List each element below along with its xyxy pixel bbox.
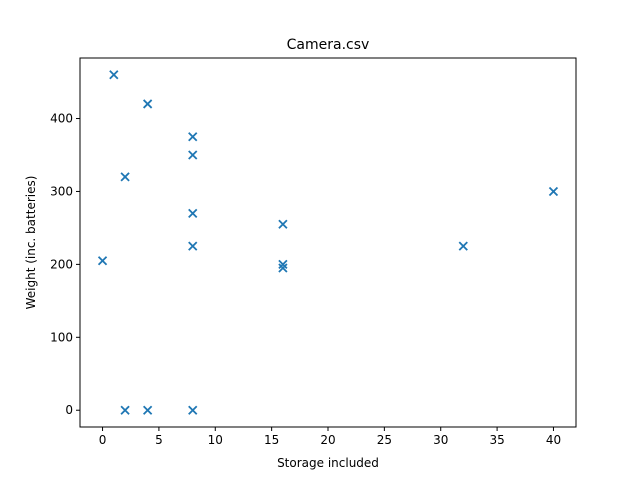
marker-stroke [120, 405, 130, 415]
y-tick-label: 200 [50, 257, 73, 271]
data-point-marker [97, 256, 108, 266]
marker-stroke [188, 150, 198, 160]
marker-stroke [97, 256, 108, 266]
y-tick-label: 300 [50, 184, 73, 198]
y-tick-label: 400 [50, 112, 73, 126]
data-point-marker [188, 405, 198, 415]
data-point-marker [120, 405, 130, 415]
data-point-marker [548, 186, 559, 197]
x-axis-label: Storage included [277, 456, 379, 470]
data-point-marker [278, 259, 288, 270]
data-point-marker [109, 70, 119, 80]
x-tick-label: 35 [489, 433, 504, 447]
x-tick-label: 40 [546, 433, 561, 447]
marker-stroke [188, 132, 198, 142]
x-tick-label: 30 [433, 433, 448, 447]
data-point-marker [188, 241, 198, 251]
marker-stroke [458, 241, 468, 251]
marker-stroke [142, 99, 153, 109]
y-tick-label: 0 [65, 403, 73, 417]
marker-stroke [278, 219, 288, 229]
x-tick-label: 5 [155, 433, 163, 447]
x-tick-label: 20 [320, 433, 335, 447]
marker-stroke [278, 259, 288, 270]
marker-stroke [188, 241, 198, 251]
x-tick-label: 10 [208, 433, 223, 447]
x-tick-label: 25 [377, 433, 392, 447]
x-tick-label: 0 [99, 433, 107, 447]
axes-frame [79, 57, 577, 428]
marker-stroke [142, 405, 153, 415]
marker-stroke [188, 208, 198, 218]
chart-title: Camera.csv [287, 37, 370, 53]
marker-stroke [188, 405, 198, 415]
y-axis-label: Weight (inc. batteries) [24, 176, 38, 310]
marker-stroke [548, 186, 559, 197]
marker-stroke [109, 70, 119, 80]
data-point-marker [120, 172, 130, 182]
marker-stroke [120, 172, 130, 182]
points-layer [97, 70, 559, 415]
y-tick-label: 100 [50, 330, 73, 344]
data-point-marker [458, 241, 468, 251]
data-point-marker [142, 99, 153, 109]
data-point-marker [142, 405, 153, 415]
data-point-marker [278, 219, 288, 229]
data-point-marker [188, 208, 198, 218]
data-point-marker [188, 150, 198, 160]
data-point-marker [278, 263, 288, 273]
x-tick-label: 15 [264, 433, 279, 447]
data-point-marker [188, 132, 198, 142]
marker-stroke [278, 263, 288, 273]
